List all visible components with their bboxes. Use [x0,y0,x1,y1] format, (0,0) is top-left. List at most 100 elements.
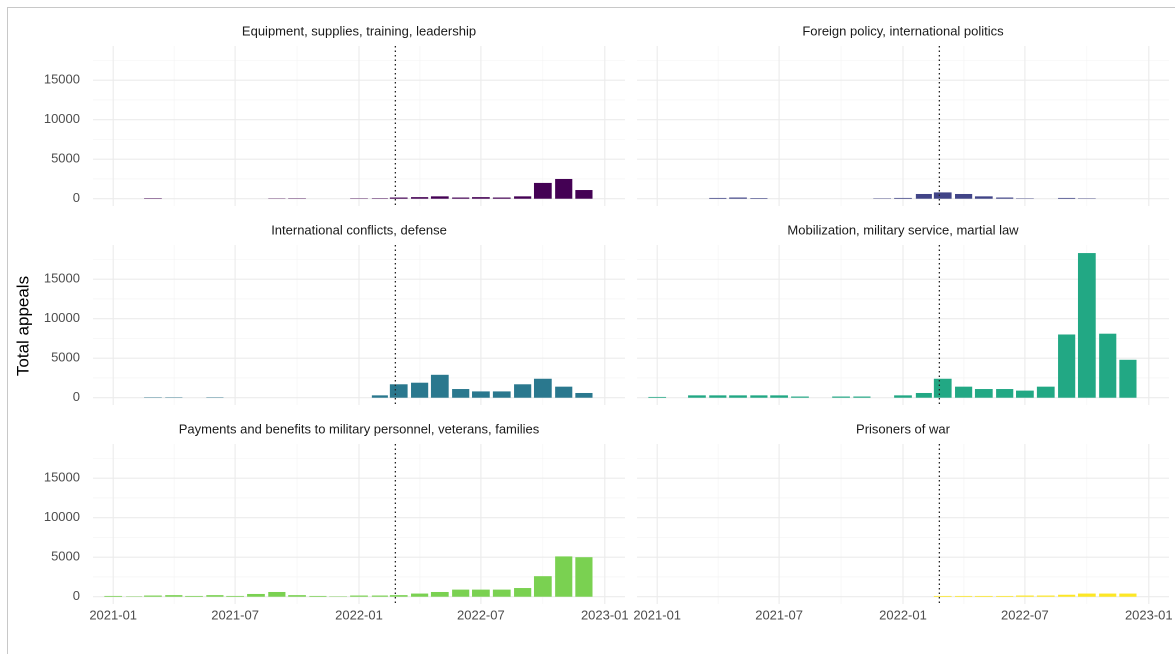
bar [389,595,408,597]
bar [1119,359,1137,398]
strip-title: International conflicts, defense [271,222,447,237]
bar [555,178,573,199]
x-tick-label: 2021-01 [633,607,681,622]
bar [648,396,667,398]
bar [268,591,286,597]
bar [533,182,552,199]
bar [1058,594,1076,597]
bar [472,391,490,398]
bar [430,591,449,597]
y-tick-label: 10000 [44,509,80,524]
bar [832,396,850,398]
bar [933,378,952,398]
bar [1036,595,1055,597]
bar [104,595,123,597]
bar [411,382,429,398]
bar [452,197,470,199]
bar [955,595,973,597]
bar [1036,386,1055,398]
bar [389,384,408,398]
x-tick-label: 2022-01 [335,607,383,622]
x-tick-label: 2021-01 [89,607,137,622]
bar [185,595,203,597]
y-tick-label: 5000 [51,151,80,166]
bar [430,374,449,398]
bar [533,576,552,597]
bar [933,192,952,199]
bar [226,595,244,597]
bar [1058,197,1076,199]
bar [389,197,408,199]
strip-title: Prisoners of war [856,421,951,436]
bar [555,386,573,398]
x-tick-label: 2021-07 [755,607,803,622]
bar [206,595,224,597]
bar [514,588,532,597]
bar [411,197,429,199]
bar [575,557,593,597]
bar [750,395,768,398]
bar [371,595,388,597]
bar [371,395,388,398]
x-tick-label: 2023-01 [581,607,629,622]
bar [472,589,490,597]
bar [309,595,327,597]
x-tick-label: 2022-07 [457,607,505,622]
frame [7,7,1175,654]
bar [533,378,552,398]
bar [1016,390,1034,398]
bar [894,395,912,398]
y-tick-label: 5000 [51,350,80,365]
bar [492,391,511,398]
bar [430,196,449,199]
bar [555,556,573,597]
bar [996,389,1014,398]
bar [350,595,368,597]
bar [974,196,993,199]
bar [853,396,871,398]
bar [709,197,727,199]
bar [933,595,952,597]
bar [492,589,511,597]
bar [144,595,162,597]
y-tick-label: 10000 [44,310,80,325]
bar [575,392,593,398]
bar [1077,253,1096,398]
bar [472,197,490,199]
bar [688,395,706,398]
bar [1099,593,1117,597]
x-tick-label: 2021-07 [211,607,259,622]
bar [452,389,470,398]
bar [894,197,912,199]
bar [750,198,768,199]
bar [996,197,1014,199]
bar [411,593,429,597]
y-tick-label: 15000 [44,470,80,485]
bar [1058,334,1076,398]
bar [955,386,973,398]
bar [974,389,993,398]
y-tick-label: 0 [73,389,80,404]
bar [770,395,788,398]
bar [1077,593,1096,597]
bar [729,395,747,398]
bar [915,392,932,398]
bar [288,595,306,597]
y-tick-label: 0 [73,588,80,603]
y-tick-label: 10000 [44,111,80,126]
bar [791,396,809,398]
bar [709,395,727,398]
bar [452,589,470,597]
strip-title: Equipment, supplies, training, leadershi… [242,23,476,38]
bar [514,196,532,199]
bar [1099,333,1117,398]
strip-title: Foreign policy, international politics [802,23,1004,38]
y-tick-label: 15000 [44,72,80,87]
y-tick-label: 15000 [44,271,80,286]
bar [1119,593,1137,597]
y-tick-label: 0 [73,190,80,205]
bar [1016,595,1034,597]
bar [955,193,973,199]
x-tick-label: 2022-07 [1001,607,1049,622]
